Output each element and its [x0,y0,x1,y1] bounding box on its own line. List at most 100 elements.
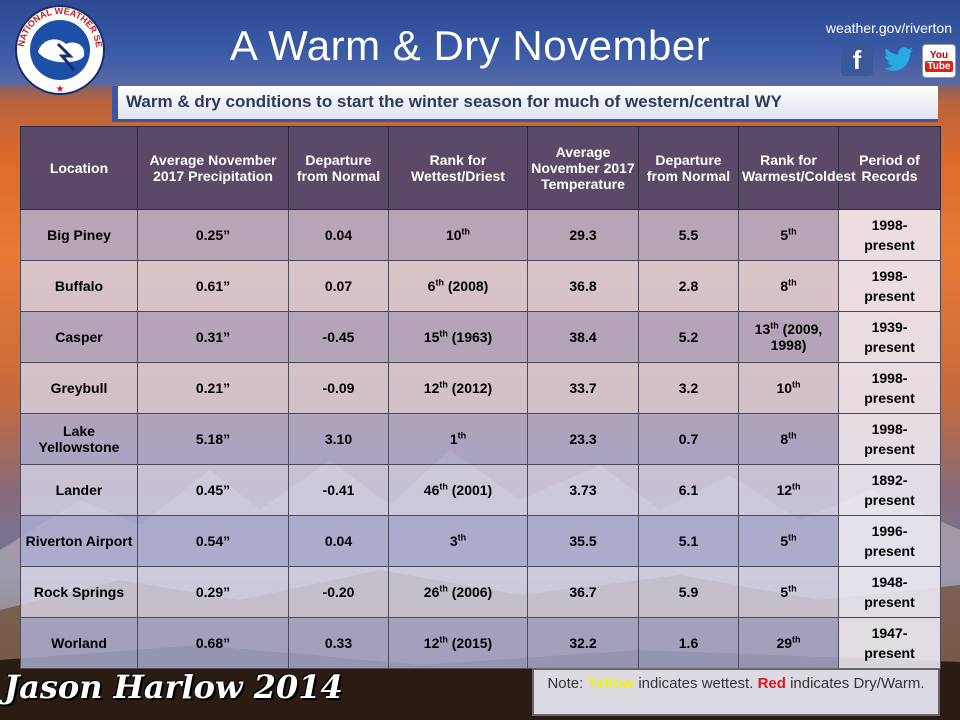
period-start: 1939- [871,319,908,335]
rank-extra: (2001) [447,482,493,499]
period-end: present [864,288,915,304]
table-row: Rock Springs 0.29” -0.20 26th (2006) 36.7 5.9… [20,566,941,618]
period-cell: 1998- present [838,413,941,465]
table-row: Lander 0.45” -0.41 46th (2001) 3.73 6.1 12th 18… [20,464,941,516]
precip-departure-cell: 3.10 [288,413,389,465]
rank-suffix: th [439,379,448,390]
precip-rank-cell: 12th (2015) [388,617,528,669]
period-end: present [864,645,915,661]
temp-rank-cell: 10th [738,362,839,414]
period-cell: 1996- present [838,515,941,567]
period-cell: 1947- present [838,617,941,669]
rank-value: 46 [423,482,440,499]
rank-extra: (2008) [443,278,489,295]
facebook-icon[interactable]: f [841,44,873,76]
note-suffix: indicates Dry/Warm. [785,675,925,692]
rank-value: 13 [754,321,771,338]
temp-cell: 3.73 [527,464,639,516]
rank-value: 12 [423,635,440,652]
rank-suffix: th [439,328,448,339]
rank-value: 15 [423,329,440,346]
column-header: Period of Records [838,126,941,210]
precip-rank-cell: 12th (2012) [388,362,528,414]
precip-cell: 0.54” [137,515,289,567]
page-title: A Warm & Dry November [229,22,711,69]
rank-suffix: th [788,277,797,288]
note-red: Red [757,675,786,692]
precip-cell: 0.31” [137,311,289,363]
website-link[interactable]: weather.gov/riverton [825,20,952,36]
rank-value: 29 [776,635,793,652]
precip-cell: 0.21” [137,362,289,414]
rank-extra: (1963) [447,329,493,346]
rank-extra: (2012) [447,380,493,397]
period-end: present [864,492,915,508]
rank-extra: (2009, 1998) [770,321,823,354]
note-yellow: Yellow [587,675,635,692]
temp-departure-cell: 5.5 [638,209,739,261]
precip-rank-cell: 10th [388,209,528,261]
rank-value: 26 [423,584,440,601]
period-end: present [864,441,915,457]
subtitle-banner: Warm & dry conditions to start the winte… [112,86,938,122]
rank-suffix: th [457,430,467,441]
table-row: Buffalo 0.61” 0.07 6th (2008) 36.8 2.8 8th 1998… [20,260,941,312]
column-header: Average November 2017 Temperature [527,126,639,210]
column-header: Rank for Warmest/Coldest [738,126,856,210]
table-row: Casper 0.31” -0.45 15th (1963) 38.4 5.2 13th (… [20,311,941,363]
temp-departure-cell: 0.7 [638,413,739,465]
period-end: present [864,543,915,559]
precip-cell: 5.18” [137,413,289,465]
location-cell: Greybull [20,362,138,414]
temp-rank-cell: 13th (2009, 1998) [738,311,839,363]
column-header: Rank for Wettest/Driest [388,126,528,210]
precip-departure-cell: -0.45 [288,311,389,363]
period-cell: 1998- present [838,209,941,261]
rank-value: 12 [776,482,793,499]
rank-suffix: th [435,277,444,288]
rank-value: 8 [780,278,789,295]
table-row: Big Piney 0.25” 0.04 10th 29.3 5.5 5th 1998- pre… [20,209,941,261]
rank-suffix: th [770,320,779,331]
rank-suffix: th [788,430,797,441]
period-start: 1996- [871,523,908,539]
rank-value: 12 [423,380,440,397]
precip-departure-cell: -0.20 [288,566,389,618]
twitter-icon[interactable] [883,44,915,76]
period-end: present [864,237,915,253]
location-cell: Casper [20,311,138,363]
location-cell: Rock Springs [20,566,138,618]
rank-extra: (2006) [447,584,493,601]
temp-rank-cell: 5th [738,209,839,261]
column-header: Average November 2017 Precipitation [137,126,289,210]
location-cell: Big Piney [20,209,138,261]
title-band [0,0,960,86]
rank-suffix: th [792,481,801,492]
period-start: 1998- [871,370,908,386]
temp-cell: 32.2 [527,617,639,669]
precip-cell: 0.25” [137,209,289,261]
rank-value: 3 [449,533,458,550]
precip-departure-cell: 0.04 [288,515,389,567]
precip-cell: 0.61” [137,260,289,312]
precip-cell: 0.68” [137,617,289,669]
youtube-icon[interactable]: You Tube [922,44,956,78]
rank-suffix: th [792,379,801,390]
temp-rank-cell: 5th [738,515,839,567]
precip-departure-cell: 0.33 [288,617,389,669]
rank-suffix: th [439,583,448,594]
legend-note: Note: Yellow indicates wettest. Red indi… [532,668,940,716]
rank-suffix: th [439,634,448,645]
youtube-label-bottom: Tube [925,61,953,72]
rank-suffix: th [788,583,797,594]
temp-departure-cell: 5.9 [638,566,739,618]
precip-rank-cell: 46th (2001) [388,464,528,516]
precip-cell: 0.45” [137,464,289,516]
rank-suffix: th [788,532,797,543]
rank-value: 10 [776,380,793,397]
temp-rank-cell: 8th [738,413,839,465]
rank-value: 8 [780,431,789,448]
rank-value: 5 [780,533,789,550]
period-cell: 1948- present [838,566,941,618]
temp-departure-cell: 5.2 [638,311,739,363]
